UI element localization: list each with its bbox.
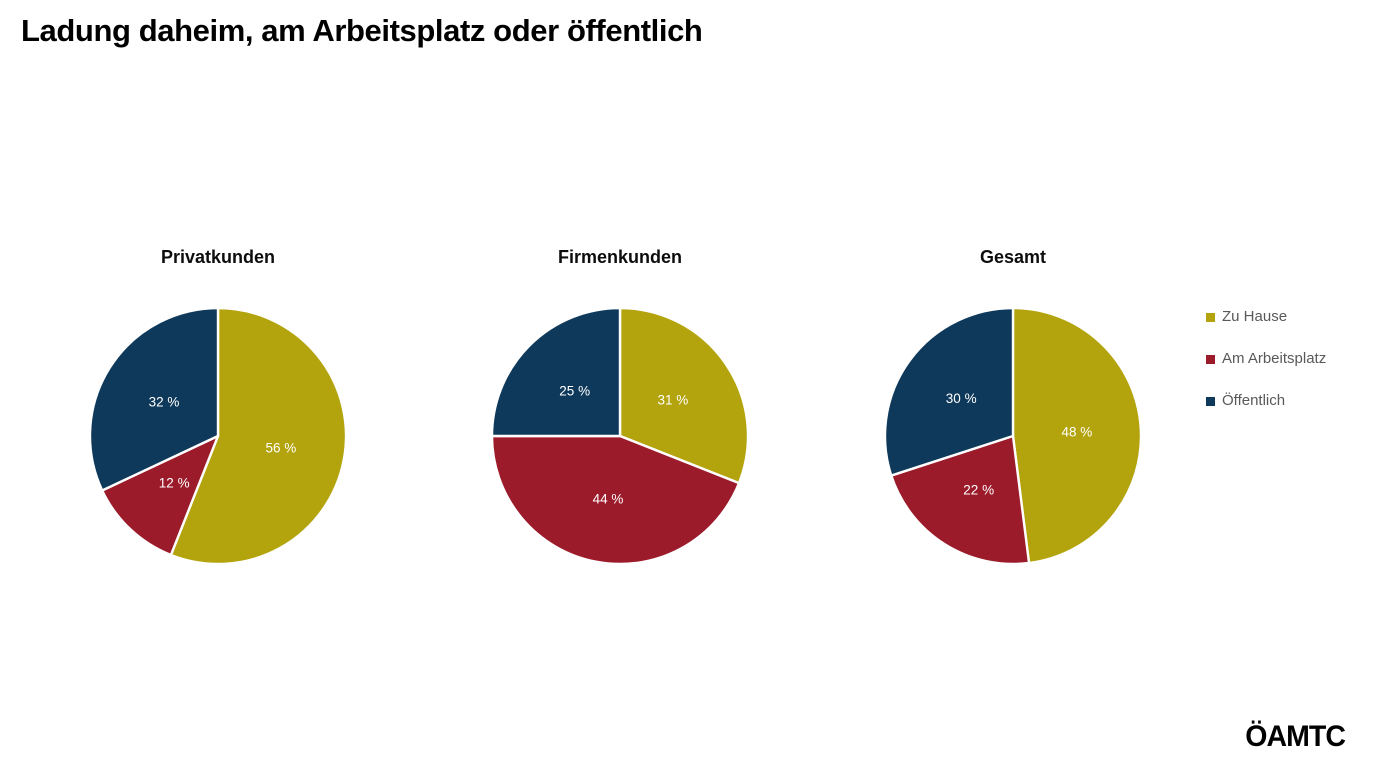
chart-title-gesamt: Gesamt <box>979 247 1047 267</box>
legend: Zu Hause Am Arbeitsplatz Öffentlich <box>1206 309 1326 435</box>
legend-item-am-arbeitsplatz: Am Arbeitsplatz <box>1206 351 1326 367</box>
pie-slice-zu-hause <box>618 306 750 485</box>
pie-data-label: 30 % <box>946 391 977 406</box>
pie-gesamt: 48 % 22 % 30 % <box>883 306 1143 566</box>
chart-title-privatkunden: Privatkunden <box>160 247 276 267</box>
legend-item-oeffentlich: Öffentlich <box>1206 393 1326 409</box>
pie-data-label: 32 % <box>149 394 180 409</box>
oeamtc-logo: ÖAMTC <box>1245 720 1346 753</box>
pie-slice-am-arbeitsplatz <box>100 434 220 557</box>
chart-title-firmenkunden: Firmenkunden <box>557 247 682 267</box>
pie-slice-zu-hause <box>1011 306 1143 565</box>
legend-swatch-zu-hause <box>1206 312 1215 322</box>
pie-data-label: 22 % <box>963 483 994 498</box>
pie-data-label: 12 % <box>159 475 190 490</box>
page-title: Ladung daheim, am Arbeitsplatz oder öffe… <box>21 13 703 48</box>
pie-slice--ffentlich <box>490 306 622 438</box>
legend-label-zu-hause: Zu Hause <box>1222 308 1288 325</box>
pie-slice--ffentlich <box>88 306 220 492</box>
legend-label-am-arbeitsplatz: Am Arbeitsplatz <box>1222 350 1327 367</box>
pie-data-label: 56 % <box>266 441 297 456</box>
legend-swatch-oeffentlich <box>1206 396 1215 406</box>
pie-privatkunden: 56 % 12 % 32 % <box>88 306 348 566</box>
pie-data-label: 31 % <box>658 393 689 408</box>
pie-slice-zu-hause <box>169 306 348 566</box>
pie-data-label: 48 % <box>1062 425 1093 440</box>
legend-label-oeffentlich: Öffentlich <box>1222 392 1286 409</box>
pie-slice-am-arbeitsplatz <box>490 434 741 566</box>
pie-chart-firmenkunden: Firmenkunden 31 % 44 % 25 % <box>450 246 790 566</box>
pie-data-label: 25 % <box>559 383 590 398</box>
legend-swatch-am-arbeitsplatz <box>1206 354 1215 364</box>
pie-chart-privatkunden: Privatkunden 56 % 12 % 32 % <box>48 246 388 566</box>
pie-chart-gesamt: Gesamt 48 % 22 % 30 % <box>843 246 1183 566</box>
pie-firmenkunden: 31 % 44 % 25 % <box>490 306 750 566</box>
pie-slice-am-arbeitsplatz <box>890 434 1031 566</box>
legend-item-zu-hause: Zu Hause <box>1206 309 1326 325</box>
pie-slice--ffentlich <box>883 306 1015 477</box>
pie-data-label: 44 % <box>593 492 624 507</box>
